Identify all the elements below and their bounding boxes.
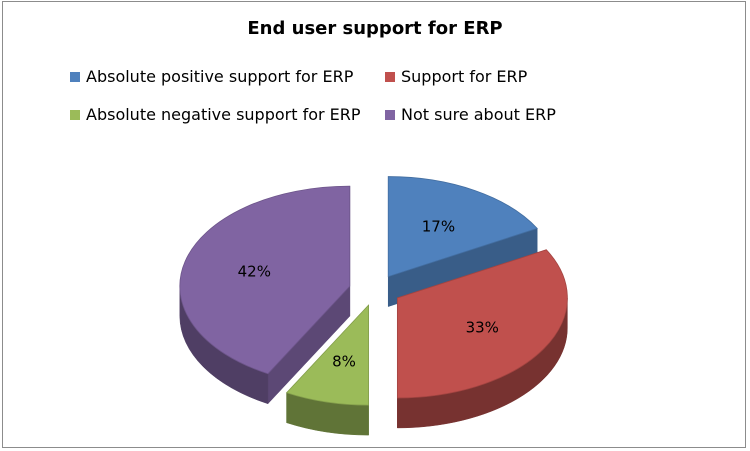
legend-swatch-absolute-positive xyxy=(70,71,80,82)
legend-label-not-sure: Not sure about ERP xyxy=(401,105,556,124)
slice-top-absolute-negative-support-for-erp xyxy=(285,304,369,406)
legend-swatch-not-sure xyxy=(385,109,395,120)
slice-not-sure-about-erp xyxy=(179,185,351,405)
legend-label-support: Support for ERP xyxy=(401,67,528,86)
data-label-absolute-positive-support-for-erp: 17% xyxy=(422,218,455,236)
slice-top-support-for-erp xyxy=(396,249,568,399)
chart-title: End user support for ERP xyxy=(247,18,503,39)
slice-top-absolute-positive-support-for-erp xyxy=(387,176,538,278)
data-label-support-for-erp: 33% xyxy=(466,318,499,336)
data-label-absolute-negative-support-for-erp: 8% xyxy=(332,352,356,370)
legend-item-support: Support for ERP xyxy=(385,67,527,86)
slice-support-for-erp xyxy=(396,249,568,429)
legend-label-absolute-positive: Absolute positive support for ERP xyxy=(86,67,354,86)
legend-label-absolute-negative: Absolute negative support for ERP xyxy=(86,105,361,124)
legend-item-not-sure: Not sure about ERP xyxy=(385,105,556,124)
legend-item-absolute-positive: Absolute positive support for ERP xyxy=(70,67,353,86)
slice-top-not-sure-about-erp xyxy=(179,185,351,375)
legend-swatch-absolute-negative xyxy=(70,109,80,120)
slice-absolute-negative-support-for-erp xyxy=(285,304,369,436)
legend-swatch-support xyxy=(385,71,395,82)
data-label-not-sure-about-erp: 42% xyxy=(238,263,271,281)
legend-item-absolute-negative: Absolute negative support for ERP xyxy=(70,105,361,124)
